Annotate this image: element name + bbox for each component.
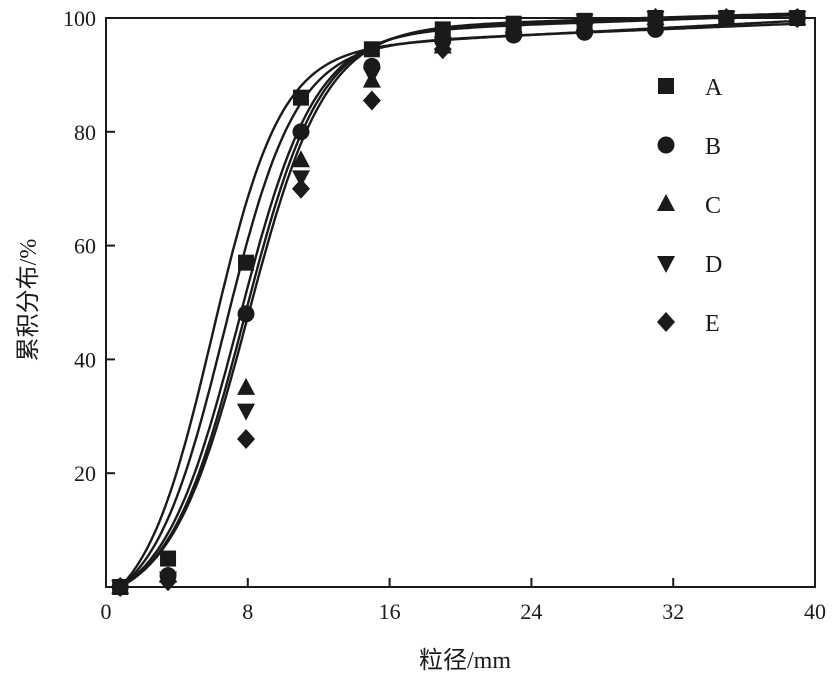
x-tick-label: 0 — [101, 599, 112, 624]
data-point-B — [646, 20, 664, 38]
x-tick-label: 32 — [662, 599, 684, 624]
data-point-D — [362, 67, 381, 85]
data-point-A — [363, 41, 380, 58]
data-point-E — [111, 577, 130, 597]
data-point-A — [238, 254, 255, 271]
data-point-E — [291, 178, 310, 199]
legend-marker-D — [657, 256, 675, 273]
legend-marker-C — [657, 194, 675, 211]
data-point-E — [433, 39, 452, 60]
x-axis-title: 粒径/mm — [419, 647, 511, 674]
y-tick-label: 100 — [63, 6, 96, 31]
axes: 0 8 16 24 32 40 20 40 60 80 100 — [63, 6, 826, 624]
data-point-E — [717, 8, 736, 28]
x-tick-label: 16 — [379, 599, 401, 624]
data-point-E — [362, 90, 381, 111]
data-point-E — [159, 571, 178, 592]
data-point-C — [291, 150, 310, 168]
plot-area — [105, 17, 816, 588]
fit-curves — [119, 12, 798, 589]
legend-marker-A — [658, 78, 674, 94]
x-tick-label: 40 — [804, 599, 826, 624]
fit-curve-B — [119, 22, 798, 588]
data-point-E — [504, 22, 523, 43]
y-tick-label: 20 — [74, 461, 96, 486]
legend-marker-B — [657, 136, 675, 154]
data-point-E — [575, 13, 594, 34]
plot-frame — [105, 17, 816, 588]
data-point-A — [292, 89, 309, 106]
data-point-D — [237, 403, 256, 421]
data-points — [111, 8, 807, 597]
fit-curve-D — [119, 14, 798, 589]
fit-curve-E — [119, 12, 798, 589]
data-point-A — [160, 550, 177, 567]
x-tick-label: 8 — [242, 599, 253, 624]
fit-curve-A — [119, 19, 798, 588]
data-point-E — [646, 8, 665, 28]
legend-label-E: E — [705, 311, 720, 337]
y-tick-label: 80 — [74, 120, 96, 145]
y-tick-label: 60 — [74, 234, 96, 259]
legend: A B C D E — [657, 75, 723, 337]
data-point-B — [237, 305, 255, 323]
legend-marker-E — [657, 312, 675, 332]
x-tick-label: 24 — [520, 599, 542, 624]
y-axis-title: 累积分布/% — [15, 239, 42, 362]
data-point-E — [237, 429, 256, 450]
legend-label-D: D — [705, 252, 722, 278]
y-tick-label: 40 — [74, 347, 96, 372]
fit-curve-C — [119, 14, 798, 589]
data-point-B — [292, 123, 310, 141]
legend-label-A: A — [705, 75, 723, 101]
legend-label-B: B — [705, 134, 721, 160]
data-point-C — [237, 377, 256, 395]
data-point-E — [788, 8, 807, 28]
legend-label-C: C — [705, 193, 721, 219]
